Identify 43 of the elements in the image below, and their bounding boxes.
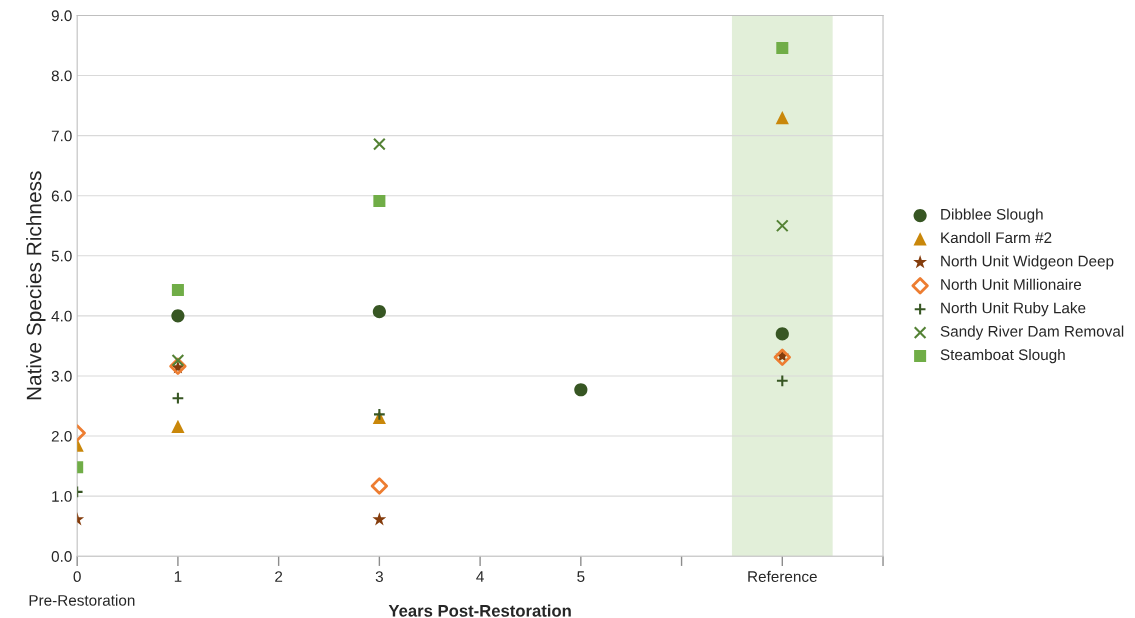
point: [171, 391, 185, 405]
point: [171, 419, 185, 434]
y-tick-label: 8.0: [51, 70, 72, 82]
text: Pre-Restoration: [29, 594, 135, 606]
x-axis-title: Years Post-Restoration: [388, 604, 571, 617]
point: [373, 195, 386, 208]
point: [372, 305, 386, 319]
point: [776, 41, 789, 54]
x-tick-label: 2: [275, 571, 283, 582]
x-tick-label: 5: [577, 571, 585, 583]
point: [171, 309, 185, 323]
x-tick-label: 3: [375, 571, 383, 583]
y-tick-label: 0.0: [51, 551, 72, 562]
x-tick-label: 1: [174, 571, 182, 582]
y-axis-title: Native Species Richness: [26, 171, 46, 400]
y-tick-label: 1.0: [52, 490, 72, 502]
legend-label: Kandoll Farm #2: [941, 231, 1052, 244]
x-tick-label: 0: [73, 571, 81, 583]
point: [171, 284, 184, 297]
point: [574, 383, 588, 397]
x-tick-label: Reference: [748, 570, 817, 583]
legend-label: North Unit Widgeon Deep: [941, 255, 1114, 270]
legend-label: Dibblee Slough: [941, 208, 1043, 223]
legend-label: Steamboat Slough: [940, 348, 1065, 364]
point: [775, 374, 789, 388]
point: [171, 353, 185, 367]
point: [370, 477, 389, 495]
y-tick-label: 3.0: [51, 370, 72, 382]
y-tick-label: 2.0: [51, 430, 72, 442]
point: [372, 512, 387, 526]
point: [775, 219, 789, 233]
y-tick-label: 7.0: [51, 130, 72, 142]
point: [775, 111, 789, 125]
y-tick-label: 6.0: [51, 190, 72, 202]
y-tick-label: 4.0: [51, 310, 72, 322]
y-tick-label: 9.0: [51, 10, 72, 22]
y-tick-label: 5.0: [51, 250, 72, 262]
legend-label: North Unit Ruby Lake: [941, 302, 1086, 317]
point: [372, 137, 386, 151]
legend-label: North Unit Millionaire: [941, 278, 1082, 290]
legend-label: Sandy River Dam Removal: [940, 325, 1124, 340]
point: [775, 327, 789, 341]
x-tick-label: 4: [476, 571, 484, 582]
